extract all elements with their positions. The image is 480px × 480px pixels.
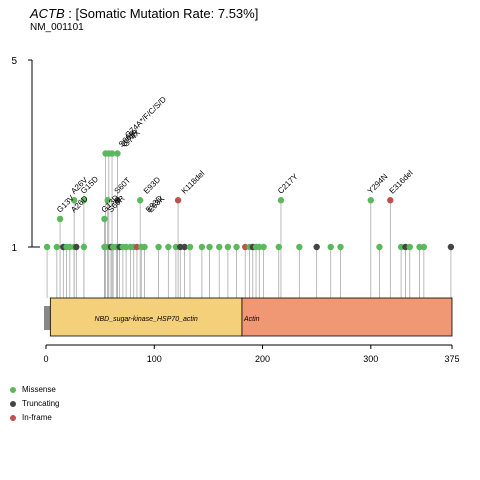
protein-domains: NBD_sugar-kinase_HSP70_actin Actin <box>44 297 453 337</box>
domain-block <box>49 297 243 337</box>
legend-item: In-frame <box>10 413 52 422</box>
mutation-point <box>70 197 78 204</box>
mutation-point <box>216 243 223 251</box>
legend-label: In-frame <box>22 413 52 422</box>
mutation-point <box>420 243 428 251</box>
mutation-point <box>108 150 116 157</box>
mutation-label: K118del <box>180 169 207 196</box>
mutation-point <box>73 243 80 251</box>
domain-block <box>241 297 453 337</box>
mutation-point <box>186 243 194 251</box>
mutation-points <box>43 150 455 251</box>
legend-label: Truncating <box>22 399 60 408</box>
mutation-label: Y294N <box>366 172 390 196</box>
mutation-point <box>447 243 455 251</box>
y-axis: 15 <box>11 56 40 254</box>
mutation-point <box>260 243 267 251</box>
page-title: ACTB : [Somatic Mutation Rate: 7.53%] <box>30 6 258 21</box>
mutation-point <box>114 150 121 157</box>
mutation-point <box>141 243 148 251</box>
mutation-label: E93K <box>146 194 167 215</box>
mutation-point <box>174 197 182 204</box>
mutation-label: S60T <box>113 176 133 196</box>
mutation-point <box>165 243 172 251</box>
x-tick-label: 375 <box>444 354 459 364</box>
mutation-point <box>206 243 213 251</box>
mutation-point <box>367 197 374 204</box>
mutation-point <box>43 243 51 251</box>
mutation-point <box>224 243 232 251</box>
mutation-point <box>101 215 108 223</box>
mutation-point <box>114 197 121 204</box>
mutation-point <box>277 197 285 204</box>
mutation-point <box>275 243 282 251</box>
x-tick-label: 200 <box>255 354 270 364</box>
protein-backbone-start <box>44 306 50 330</box>
mutation-point <box>181 243 188 251</box>
mutation-point <box>80 243 88 251</box>
mutation-point <box>376 243 383 251</box>
mutation-rate-text: : [Somatic Mutation Rate: 7.53%] <box>64 6 259 21</box>
y-tick-label: 1 <box>11 243 17 254</box>
mutation-point <box>387 197 394 204</box>
legend-dot-icon <box>10 414 16 421</box>
legend-item: Truncating <box>10 399 60 408</box>
legend-dot-icon <box>10 386 16 393</box>
legend-dot-icon <box>10 400 16 407</box>
x-tick-label: 300 <box>363 354 378 364</box>
x-tick-label: 100 <box>147 354 162 364</box>
legend-item: Missense <box>10 385 56 394</box>
mutation-point <box>104 197 111 204</box>
gene-name: ACTB <box>30 6 65 21</box>
mutation-point <box>296 243 303 251</box>
mutation-point <box>198 243 206 251</box>
mutation-point <box>313 243 320 251</box>
mutation-point <box>136 197 144 204</box>
mutation-point <box>337 243 344 251</box>
mutation-point <box>233 243 240 251</box>
x-tick-label: 0 <box>43 354 48 364</box>
mutation-label: C217Y <box>276 172 300 196</box>
mutation-label: E316del <box>388 168 415 195</box>
mutation-point <box>80 197 88 204</box>
mutation-point <box>406 243 413 251</box>
transcript-id: NM_001101 <box>30 22 84 33</box>
mutation-label: E93D <box>142 175 163 196</box>
legend-label: Missense <box>22 385 56 394</box>
y-tick-label: 5 <box>11 56 17 67</box>
mutation-point <box>155 243 162 251</box>
mutation-point <box>327 243 334 251</box>
mutation-point <box>53 243 61 251</box>
mutation-point <box>56 215 64 223</box>
domain-label: Actin <box>243 316 260 323</box>
domain-label: NBD_sugar-kinase_HSP70_actin <box>94 316 197 323</box>
x-axis: 0 100 200 300 375 <box>43 344 460 364</box>
mutation-stems <box>46 153 452 298</box>
mutation-label: G74A*/F/C/S/D <box>123 95 168 140</box>
